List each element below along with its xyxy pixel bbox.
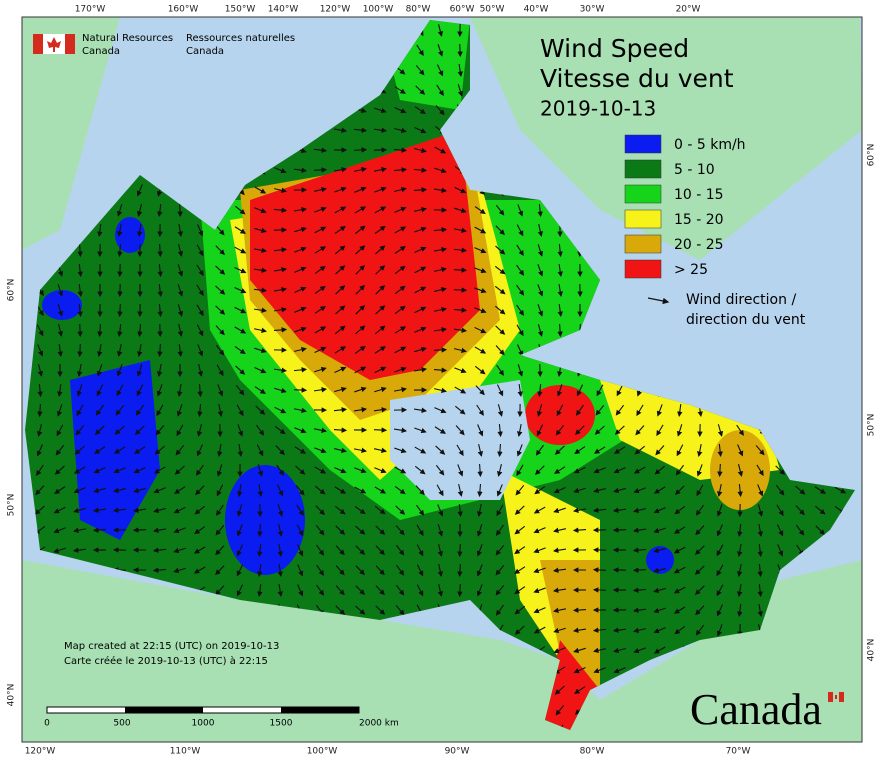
legend-label: 0 - 5 km/h [674, 137, 746, 153]
graticule-label: 40°W [524, 5, 549, 15]
legend-swatch [625, 135, 661, 153]
legend-swatch [625, 210, 661, 228]
wind-arrow [134, 530, 146, 531]
graticule-label: 120°W [25, 747, 56, 757]
flag-bar [65, 34, 75, 54]
graticule-label: 20°W [676, 5, 701, 15]
wind-arrow [614, 530, 626, 531]
wind-arrow [460, 544, 461, 556]
graticule-label: 110°W [170, 747, 201, 757]
graticule-label: 40°N [867, 639, 877, 662]
graticule-label: 60°N [867, 144, 877, 167]
scale-seg [281, 707, 359, 713]
wind-arrow [540, 364, 541, 376]
wind-arrow [434, 350, 446, 351]
scale-label: 0 [44, 719, 50, 729]
graticule-label: 40°N [7, 684, 17, 707]
date: 2019-10-13 [540, 97, 656, 121]
wind-arrow [100, 244, 101, 256]
legend-label: 5 - 10 [674, 162, 715, 178]
graticule-label: 140°W [268, 5, 299, 15]
scale-label: 500 [113, 719, 130, 729]
graticule-label: 120°W [320, 5, 351, 15]
graticule-label: 70°W [726, 747, 751, 757]
legend-label: 15 - 20 [674, 212, 724, 228]
scale-bar [47, 707, 359, 713]
wind-arrow [460, 584, 461, 596]
wind-arrow [314, 170, 326, 171]
graticule-label: 50°N [7, 494, 17, 517]
wind-arrow [180, 204, 181, 216]
flag [33, 34, 75, 54]
graticule-label: 30°W [580, 5, 605, 15]
graticule-label: 80°W [406, 5, 431, 15]
wind-arrow [454, 290, 466, 291]
arrow-legend: Wind direction / [686, 292, 796, 308]
wind-arrow [80, 344, 81, 356]
zone [525, 385, 595, 445]
wind-arrow [120, 304, 121, 316]
legend-swatch [625, 160, 661, 178]
wind-arrow [160, 244, 161, 256]
agency-en: Natural Resources [82, 33, 173, 44]
title: Vitesse du vent [540, 64, 734, 93]
title: Wind Speed [540, 34, 689, 63]
graticule-label: 100°W [363, 5, 394, 15]
note: Carte créée le 2019-10-13 (UTC) à 22:15 [64, 655, 268, 667]
graticule-label: 60°W [450, 5, 475, 15]
graticule-label: 50°W [480, 5, 505, 15]
wind-arrow [40, 404, 41, 416]
legend-label: 20 - 25 [674, 237, 724, 253]
graticule-label: 90°W [445, 747, 470, 757]
legend-swatch [625, 185, 661, 203]
wordmark: Canada [690, 685, 822, 734]
graticule-label: 160°W [168, 5, 199, 15]
wind-arrow [80, 324, 81, 336]
graticule-label: 50°N [867, 414, 877, 437]
graticule-label: 150°W [225, 5, 256, 15]
wind-arrow [260, 524, 261, 536]
graticule-label: 60°N [7, 279, 17, 302]
maple-leaf [835, 695, 837, 699]
wind-arrow [720, 464, 721, 476]
legend-swatch [625, 235, 661, 253]
zone [225, 465, 305, 575]
graticule-label: 170°W [75, 5, 106, 15]
scale-label: 1500 [270, 719, 293, 729]
note: Map created at 22:15 (UTC) on 2019-10-13 [64, 641, 279, 652]
scale-label: 2000 km [359, 719, 399, 729]
wind-arrow [140, 244, 141, 256]
wind-arrow [454, 270, 466, 271]
legend-label: > 25 [674, 262, 708, 278]
graticule-label: 80°W [580, 747, 605, 757]
wind-arrow [294, 390, 306, 391]
legend-label: 10 - 15 [674, 187, 724, 203]
wind-arrow [594, 570, 606, 571]
legend-swatch [625, 260, 661, 278]
map-body [20, 15, 870, 745]
flag-bar [839, 692, 844, 702]
agency-fr: Ressources naturelles [186, 33, 295, 44]
wind-arrow [374, 430, 386, 431]
graticule-label: 100°W [307, 747, 338, 757]
scale-seg [125, 707, 203, 713]
flag-bar [33, 34, 43, 54]
wind-arrow [354, 150, 366, 151]
agency-en: Canada [82, 46, 120, 57]
agency-fr: Canada [186, 46, 224, 57]
wind-arrow [334, 430, 346, 431]
scale-label: 1000 [192, 719, 215, 729]
wind-arrow [460, 44, 461, 56]
arrow-legend: direction du vent [686, 312, 806, 328]
flag-bar [828, 692, 833, 702]
